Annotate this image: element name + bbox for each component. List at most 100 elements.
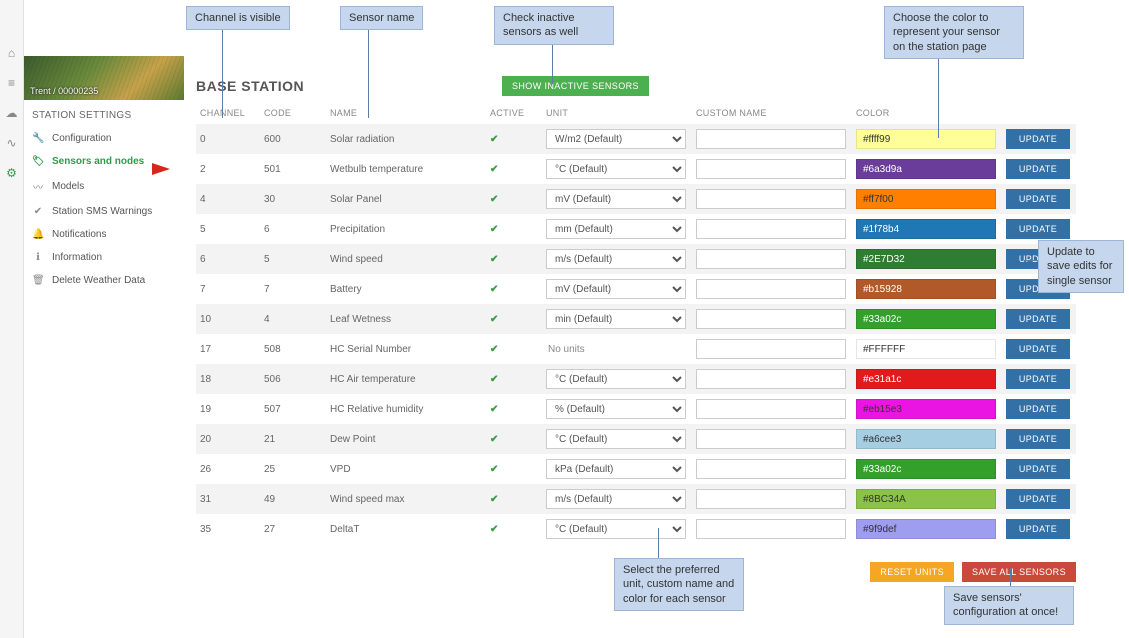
cell-name: Precipitation: [330, 224, 480, 235]
unit-select[interactable]: min (Default): [546, 309, 686, 329]
custom-name-input[interactable]: [696, 129, 846, 149]
cell-name: Solar Panel: [330, 194, 480, 205]
sidebar-item-label: Information: [52, 252, 102, 263]
callout-sensor: Sensor name: [340, 6, 423, 30]
update-button[interactable]: UPDATE: [1006, 459, 1070, 479]
unit-select[interactable]: °C (Default): [546, 369, 686, 389]
rail-stats-icon[interactable]: ≡: [8, 76, 15, 90]
unit-select[interactable]: °C (Default): [546, 519, 686, 539]
update-button[interactable]: UPDATE: [1006, 429, 1070, 449]
custom-name-input[interactable]: [696, 369, 846, 389]
unit-select[interactable]: mV (Default): [546, 189, 686, 209]
connector-inactive: [552, 38, 553, 84]
color-swatch[interactable]: #FFFFFF: [856, 339, 996, 359]
update-button[interactable]: UPDATE: [1006, 489, 1070, 509]
cell-name: HC Relative humidity: [330, 404, 480, 415]
update-button[interactable]: UPDATE: [1006, 339, 1070, 359]
table-row: 104Leaf Wetness✔min (Default)#33a02cUPDA…: [196, 304, 1076, 334]
color-swatch[interactable]: #6a3d9a: [856, 159, 996, 179]
update-button[interactable]: UPDATE: [1006, 129, 1070, 149]
sidebar-hero: Trent / 00000235: [24, 56, 184, 100]
color-swatch[interactable]: #33a02c: [856, 459, 996, 479]
color-swatch[interactable]: #33a02c: [856, 309, 996, 329]
rail-cloud-icon[interactable]: ☁: [6, 106, 18, 120]
color-swatch[interactable]: #b15928: [856, 279, 996, 299]
cell-code: 30: [264, 194, 320, 205]
cell-code: 501: [264, 164, 320, 175]
cell-channel: 20: [200, 434, 254, 445]
sidebar-item-configuration[interactable]: 🔧Configuration: [24, 127, 184, 150]
show-inactive-button[interactable]: SHOW INACTIVE SENSORS: [502, 76, 649, 96]
custom-name-input[interactable]: [696, 489, 846, 509]
active-check-icon: ✔: [490, 524, 536, 535]
active-check-icon: ✔: [490, 194, 536, 205]
cell-name: Wetbulb temperature: [330, 164, 480, 175]
color-swatch[interactable]: #1f78b4: [856, 219, 996, 239]
cell-code: 508: [264, 344, 320, 355]
reset-units-button[interactable]: RESET UNITS: [870, 562, 954, 582]
update-button[interactable]: UPDATE: [1006, 159, 1070, 179]
update-button[interactable]: UPDATE: [1006, 369, 1070, 389]
custom-name-input[interactable]: [696, 339, 846, 359]
color-swatch[interactable]: #eb15e3: [856, 399, 996, 419]
unit-select[interactable]: °C (Default): [546, 429, 686, 449]
update-button[interactable]: UPDATE: [1006, 219, 1070, 239]
cell-code: 49: [264, 494, 320, 505]
unit-select[interactable]: kPa (Default): [546, 459, 686, 479]
save-all-button[interactable]: SAVE ALL SENSORS: [962, 562, 1076, 582]
color-swatch[interactable]: #ffff99: [856, 129, 996, 149]
cell-name: Leaf Wetness: [330, 314, 480, 325]
cell-code: 27: [264, 524, 320, 535]
color-swatch[interactable]: #e31a1c: [856, 369, 996, 389]
color-swatch[interactable]: #9f9def: [856, 519, 996, 539]
custom-name-input[interactable]: [696, 219, 846, 239]
page-title: BASE STATION: [196, 78, 1121, 94]
wrench-icon: 🔧: [32, 133, 44, 144]
unit-select[interactable]: mm (Default): [546, 219, 686, 239]
info-icon: ℹ: [32, 252, 44, 263]
callout-update: Update to save edits for single sensor: [1038, 240, 1124, 293]
custom-name-input[interactable]: [696, 519, 846, 539]
table-row: 56Precipitation✔mm (Default)#1f78b4UPDAT…: [196, 214, 1076, 244]
sidebar-item-station-sms-warnings[interactable]: ✔Station SMS Warnings: [24, 200, 184, 223]
custom-name-input[interactable]: [696, 249, 846, 269]
table-row: 19507HC Relative humidity✔% (Default)#eb…: [196, 394, 1076, 424]
update-button[interactable]: UPDATE: [1006, 189, 1070, 209]
color-swatch[interactable]: #ff7f00: [856, 189, 996, 209]
unit-select[interactable]: °C (Default): [546, 159, 686, 179]
callout-inactive: Check inactive sensors as well: [494, 6, 614, 45]
sidebar-item-information[interactable]: ℹ Information: [24, 246, 184, 269]
custom-name-input[interactable]: [696, 429, 846, 449]
unit-select[interactable]: W/m2 (Default): [546, 129, 686, 149]
table-row: 2501Wetbulb temperature✔°C (Default)#6a3…: [196, 154, 1076, 184]
custom-name-input[interactable]: [696, 189, 846, 209]
custom-name-input[interactable]: [696, 279, 846, 299]
color-swatch[interactable]: #a6cee3: [856, 429, 996, 449]
unit-select[interactable]: % (Default): [546, 399, 686, 419]
sidebar-item-delete-weather-data[interactable]: 🗑Delete Weather Data: [24, 269, 184, 292]
color-swatch[interactable]: #2E7D32: [856, 249, 996, 269]
sidebar-hero-caption: Trent / 00000235: [30, 86, 98, 96]
cell-name: Battery: [330, 284, 480, 295]
active-check-icon: ✔: [490, 284, 536, 295]
unit-select[interactable]: m/s (Default): [546, 489, 686, 509]
rail-link-icon[interactable]: ∿: [6, 136, 16, 150]
color-swatch[interactable]: #8BC34A: [856, 489, 996, 509]
sidebar-item-label: Station SMS Warnings: [52, 206, 152, 217]
sidebar-item-models[interactable]: 〰Models: [24, 173, 184, 200]
custom-name-input[interactable]: [696, 159, 846, 179]
sidebar-item-label: Delete Weather Data: [52, 275, 145, 286]
cell-code: 507: [264, 404, 320, 415]
rail-home-icon[interactable]: ⌂: [8, 46, 15, 60]
active-check-icon: ✔: [490, 404, 536, 415]
custom-name-input[interactable]: [696, 399, 846, 419]
update-button[interactable]: UPDATE: [1006, 519, 1070, 539]
sidebar-item-notifications[interactable]: 🔔Notifications: [24, 223, 184, 246]
update-button[interactable]: UPDATE: [1006, 309, 1070, 329]
custom-name-input[interactable]: [696, 309, 846, 329]
unit-select[interactable]: mV (Default): [546, 279, 686, 299]
update-button[interactable]: UPDATE: [1006, 399, 1070, 419]
custom-name-input[interactable]: [696, 459, 846, 479]
unit-select[interactable]: m/s (Default): [546, 249, 686, 269]
rail-gear-icon[interactable]: ⚙: [6, 166, 17, 180]
